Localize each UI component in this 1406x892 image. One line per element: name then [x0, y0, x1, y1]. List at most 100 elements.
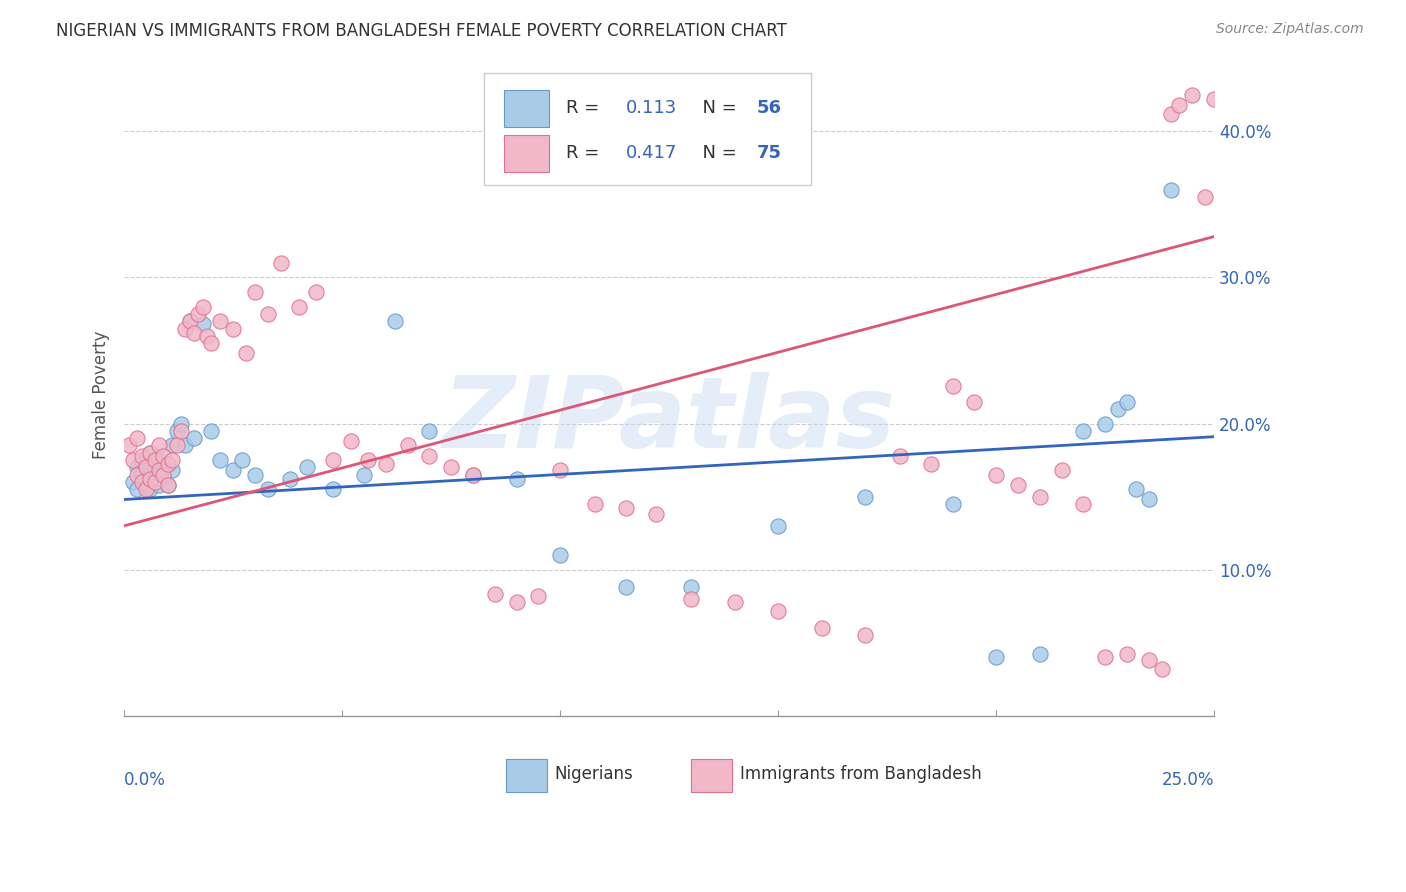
FancyBboxPatch shape [503, 135, 550, 172]
Point [148, 463, 170, 477]
Point [418, 424, 440, 438]
Point [322, 483, 344, 497]
Point [305, 285, 328, 299]
Point [127, 483, 149, 497]
Point [183, 431, 205, 445]
Point [614, 580, 637, 594]
Point [1212, 653, 1234, 667]
Point [179, 314, 201, 328]
Point [209, 453, 232, 467]
Point [200, 336, 222, 351]
Point [127, 467, 149, 482]
Point [195, 329, 218, 343]
Point [1168, 98, 1191, 112]
Point [139, 446, 162, 460]
Point [889, 449, 911, 463]
FancyBboxPatch shape [506, 759, 547, 791]
Point [287, 300, 309, 314]
Point [583, 497, 606, 511]
Point [131, 467, 153, 482]
Point [127, 431, 149, 445]
Point [152, 472, 174, 486]
Point [166, 424, 188, 438]
Point [135, 460, 157, 475]
Point [853, 628, 876, 642]
Point [297, 460, 319, 475]
Point [143, 453, 166, 467]
Point [984, 650, 1007, 665]
Text: 0.113: 0.113 [626, 99, 676, 118]
Point [122, 453, 145, 467]
Point [1094, 417, 1116, 431]
Point [810, 621, 832, 635]
Point [1204, 92, 1226, 106]
Point [191, 300, 214, 314]
Point [548, 463, 571, 477]
Point [235, 346, 257, 360]
Point [1137, 653, 1160, 667]
Point [179, 314, 201, 328]
Point [156, 458, 179, 472]
Point [1116, 648, 1139, 662]
Point [941, 378, 963, 392]
Point [322, 453, 344, 467]
Point [1160, 183, 1182, 197]
Point [357, 453, 380, 467]
Point [209, 314, 232, 328]
Point [384, 314, 406, 328]
Text: N =: N = [690, 99, 742, 118]
Point [139, 446, 162, 460]
Point [1050, 463, 1073, 477]
Point [135, 463, 157, 477]
Point [160, 463, 183, 477]
Point [200, 424, 222, 438]
Point [148, 453, 170, 467]
Point [766, 518, 789, 533]
Text: 0.0%: 0.0% [124, 772, 166, 789]
Point [1160, 107, 1182, 121]
Point [243, 285, 266, 299]
Point [139, 483, 162, 497]
Point [139, 472, 162, 486]
Point [1125, 483, 1147, 497]
Point [170, 424, 193, 438]
Point [984, 467, 1007, 482]
Point [461, 467, 484, 482]
Point [1107, 401, 1129, 416]
Point [418, 449, 440, 463]
Point [152, 449, 174, 463]
Point [183, 326, 205, 340]
Point [174, 438, 197, 452]
Point [270, 256, 292, 270]
Point [1094, 650, 1116, 665]
Point [484, 587, 506, 601]
Text: ZIPatlas: ZIPatlas [443, 372, 896, 468]
Point [174, 321, 197, 335]
Point [257, 483, 280, 497]
Text: 25.0%: 25.0% [1161, 772, 1215, 789]
Point [156, 478, 179, 492]
Point [1116, 394, 1139, 409]
Point [191, 317, 214, 331]
Point [1150, 662, 1173, 676]
Point [135, 458, 157, 472]
Point [160, 453, 183, 467]
Point [231, 453, 253, 467]
Point [505, 595, 527, 609]
Point [148, 438, 170, 452]
Point [766, 603, 789, 617]
Point [645, 507, 668, 521]
Text: R =: R = [565, 145, 605, 162]
Point [614, 501, 637, 516]
Point [117, 438, 139, 452]
Point [548, 548, 571, 562]
Point [222, 321, 245, 335]
Point [963, 394, 986, 409]
Point [461, 467, 484, 482]
Text: N =: N = [690, 145, 742, 162]
Point [187, 307, 209, 321]
Point [1029, 490, 1052, 504]
Point [143, 472, 166, 486]
Point [166, 438, 188, 452]
Point [1029, 648, 1052, 662]
